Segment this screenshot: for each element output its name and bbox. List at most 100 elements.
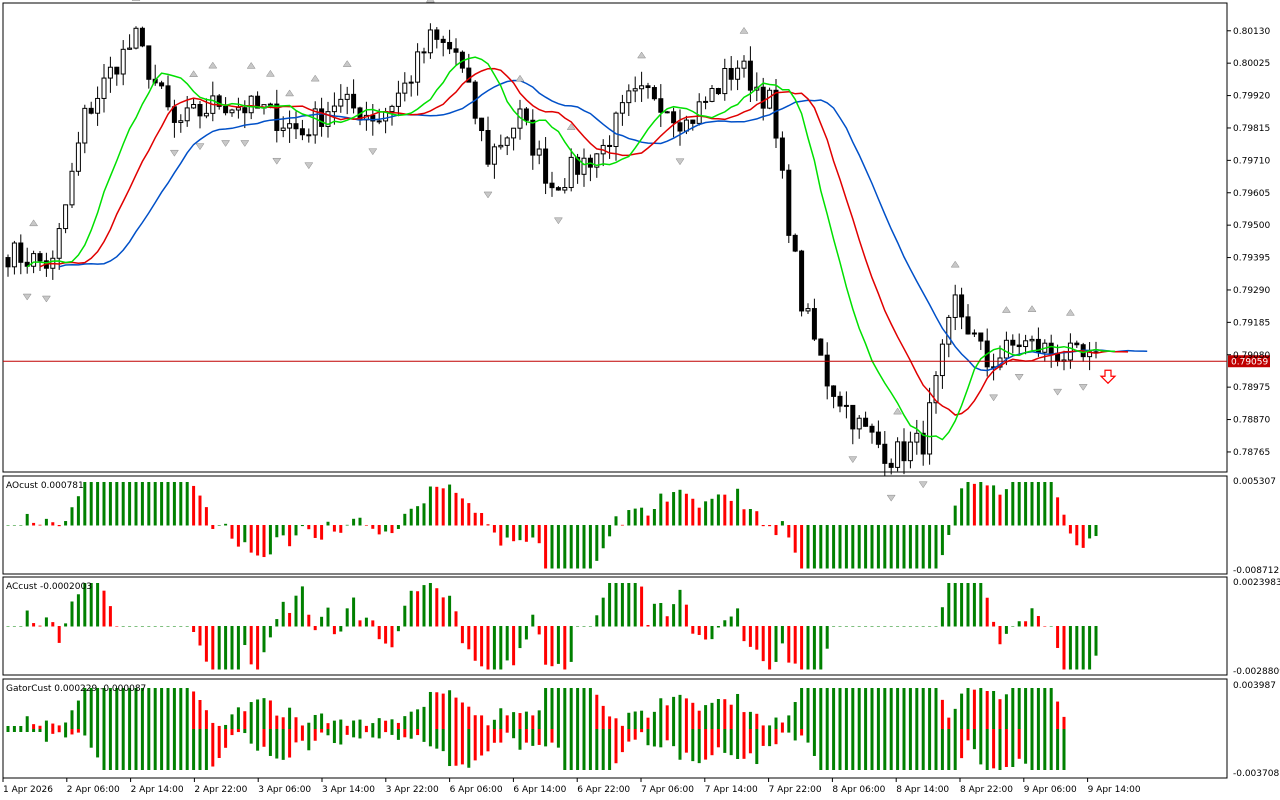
candle (978, 332, 984, 342)
fractal-up-marker (265, 69, 275, 77)
candle (491, 146, 497, 165)
candle (421, 51, 427, 54)
fractal-up-marker (342, 60, 352, 67)
gator-label: GatorCust 0.000229 -0.000087 (6, 684, 146, 694)
fractal-up-marker (637, 51, 647, 59)
candle (632, 88, 638, 92)
candle (869, 425, 875, 433)
candle (895, 441, 901, 468)
candle (779, 137, 785, 171)
candle (1029, 338, 1035, 342)
candle (530, 119, 536, 156)
candle (715, 88, 721, 95)
price-tick-label: 0.80130 (1233, 27, 1270, 37)
fractal-down-marker (221, 140, 231, 147)
candle (818, 338, 824, 356)
candle (11, 242, 17, 268)
candle (959, 294, 965, 318)
time-tick-label: 6 Apr 14:00 (513, 785, 566, 795)
candle (178, 120, 184, 123)
candle (696, 101, 702, 124)
price-tick-label: 0.80025 (1233, 59, 1270, 69)
fractal-down-marker (1053, 388, 1063, 396)
candle (555, 187, 561, 191)
candle (888, 462, 894, 468)
candle (197, 104, 203, 117)
candle (69, 170, 75, 206)
fractal-up-marker (208, 61, 218, 69)
candle (146, 45, 152, 80)
candle (479, 117, 485, 132)
sell-arrow-icon (1099, 369, 1117, 385)
candle (575, 156, 581, 175)
candle (843, 404, 849, 407)
main-price-window (2, 2, 1228, 473)
time-tick-label: 1 Apr 2026 (3, 785, 53, 795)
price-axis: 0.80130 0.80025 0.79920 0.79815 0.79710 0.796… (1227, 27, 1270, 458)
candle (248, 95, 254, 114)
price-tick-label: 0.79710 (1233, 156, 1270, 166)
candle (440, 38, 446, 43)
candle (709, 88, 715, 102)
candle (402, 82, 408, 94)
candle (139, 27, 145, 47)
candle (31, 253, 37, 267)
candle (331, 105, 337, 113)
time-tick-label: 3 Apr 06:00 (258, 785, 311, 795)
candle (101, 77, 107, 99)
time-tick-label: 2 Apr 14:00 (131, 785, 184, 795)
candle (901, 441, 907, 462)
candle (306, 134, 312, 137)
candle (114, 66, 120, 75)
candle (1074, 342, 1080, 346)
candle (811, 308, 817, 340)
time-axis: 1 Apr 2026 2 Apr 06:00 2 Apr 14:00 2 Apr 22… (2, 778, 1141, 795)
fractal-up-marker (515, 74, 525, 82)
time-tick-label: 7 Apr 22:00 (769, 785, 822, 795)
candle (920, 432, 926, 455)
candle (82, 107, 88, 144)
candle (466, 67, 472, 83)
candle (37, 253, 43, 262)
time-tick-label: 6 Apr 06:00 (450, 785, 503, 795)
candle (280, 127, 286, 131)
candle (651, 87, 657, 100)
candle (120, 48, 126, 75)
candle (875, 431, 881, 445)
candle (952, 294, 958, 318)
candle (408, 81, 414, 84)
price-tick-label: 0.79290 (1233, 286, 1270, 296)
candle (683, 119, 689, 132)
time-tick-label: 8 Apr 14:00 (896, 785, 949, 795)
candle (75, 142, 81, 172)
candle (914, 432, 920, 443)
fractal-up-marker (1001, 306, 1011, 313)
candle (773, 89, 779, 139)
candle (907, 441, 913, 462)
fractal-down-marker (195, 143, 205, 151)
fractal-up-marker (950, 260, 960, 268)
candle (274, 103, 280, 131)
time-tick-label: 8 Apr 22:00 (960, 785, 1013, 795)
fractal-down-marker (848, 456, 858, 464)
candle (703, 100, 709, 103)
candle (223, 105, 229, 114)
candle (389, 105, 395, 113)
candle (287, 123, 293, 129)
fractal-up-marker (29, 219, 39, 227)
candle (664, 111, 670, 114)
candle (946, 316, 952, 345)
candle (626, 90, 632, 104)
candle (159, 82, 165, 87)
price-tick-label: 0.79605 (1233, 189, 1270, 199)
fractal-down-marker (553, 217, 563, 225)
fractal-down-marker (918, 481, 928, 489)
candle (203, 112, 209, 117)
candle (171, 106, 177, 123)
fractal-down-marker (169, 149, 179, 157)
price-tick-label: 0.79920 (1233, 92, 1270, 102)
ao-label: AOcust 0.000781 (6, 481, 84, 491)
time-tick-label: 7 Apr 14:00 (705, 785, 758, 795)
